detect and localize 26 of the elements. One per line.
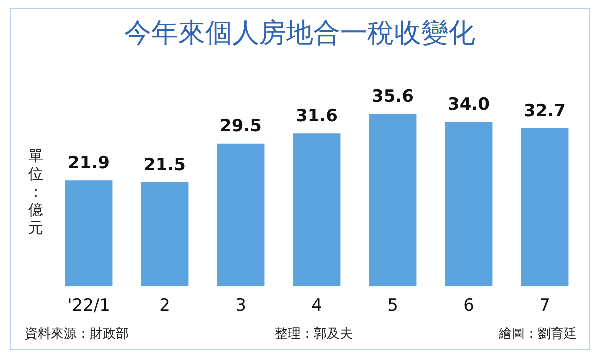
x-tick-label: 4 bbox=[312, 296, 322, 316]
data-label: 32.7 bbox=[524, 101, 566, 122]
data-label: 31.6 bbox=[296, 106, 338, 127]
data-label: 34.0 bbox=[448, 94, 490, 115]
data-label: 29.5 bbox=[220, 116, 262, 137]
x-tick-label: '22/1 bbox=[68, 296, 110, 316]
y-axis-title: 單位：億元 bbox=[28, 147, 44, 237]
x-tick-label: 3 bbox=[236, 296, 246, 316]
bar bbox=[521, 128, 569, 287]
bar bbox=[141, 182, 189, 287]
bar bbox=[65, 180, 113, 287]
bar bbox=[445, 122, 493, 287]
x-tick-label: 7 bbox=[540, 296, 550, 316]
data-label: 35.6 bbox=[372, 87, 414, 108]
bar bbox=[217, 144, 265, 287]
x-tick-label: 2 bbox=[160, 296, 170, 316]
data-label: 21.9 bbox=[68, 154, 110, 174]
x-tick-label: 5 bbox=[388, 296, 398, 316]
chart-title: 今年來個人房地合一稅收變化 bbox=[124, 17, 476, 51]
x-tick-label: 6 bbox=[464, 296, 474, 316]
text: 整理：郭及夫 bbox=[275, 326, 353, 343]
source-note: 資料來源：財政部 bbox=[25, 326, 129, 343]
data-label: 21.5 bbox=[144, 155, 186, 176]
text: 繪圖：劉育廷 bbox=[499, 326, 577, 343]
bar bbox=[369, 114, 417, 287]
bar bbox=[293, 134, 341, 287]
